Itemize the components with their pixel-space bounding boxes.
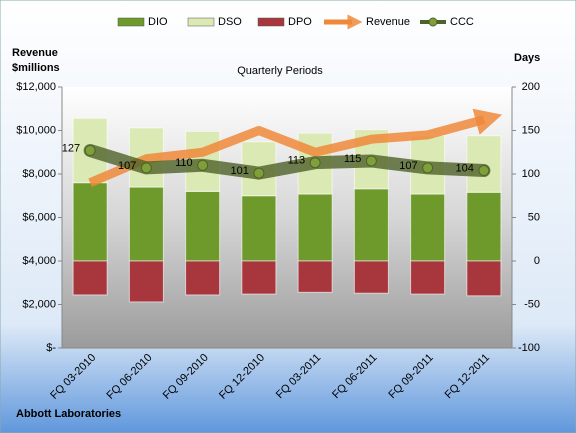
bar — [241, 195, 277, 262]
y2-tick-label: 50 — [528, 211, 540, 223]
legend-swatch — [187, 17, 215, 27]
y2-tick-label: 200 — [522, 81, 540, 93]
legend-label: DIO — [148, 16, 168, 28]
chart-title: Quarterly Periods — [237, 65, 323, 77]
ccc-point — [140, 162, 152, 174]
footer: Abbott Laboratories — [16, 408, 121, 420]
ccc-point — [84, 145, 96, 157]
bar — [466, 191, 502, 262]
bar — [185, 260, 221, 296]
bar — [410, 193, 446, 262]
bar — [241, 260, 277, 295]
bar — [297, 260, 333, 293]
y2-tick-label: -50 — [524, 298, 540, 310]
y2-tick-label: 100 — [522, 168, 540, 180]
legend-swatch — [257, 17, 285, 27]
y-tick-label: $10,000 — [16, 124, 56, 136]
ccc-point — [309, 157, 321, 169]
y-label: Revenue $millions — [12, 47, 60, 74]
bar — [410, 260, 446, 295]
data-label: 107 — [399, 160, 417, 172]
data-label: 101 — [231, 165, 249, 177]
y-tick-label: $- — [46, 342, 56, 354]
data-label: 110 — [175, 157, 193, 169]
legend-label: CCC — [450, 16, 474, 28]
y-tick-label: $2,000 — [22, 298, 56, 310]
ccc-point — [422, 162, 434, 174]
y2-label: Days — [514, 52, 540, 64]
bar — [353, 260, 389, 294]
bar — [72, 182, 108, 262]
y-tick-label: $12,000 — [16, 81, 56, 93]
y2-tick-label: 150 — [522, 124, 540, 136]
legend-swatch — [117, 17, 145, 27]
data-label: 104 — [456, 162, 474, 174]
bar — [185, 190, 221, 262]
legend-label: Revenue — [366, 16, 410, 28]
ccc-point — [253, 167, 265, 179]
legend-label: DSO — [218, 16, 242, 28]
ccc-line — [83, 144, 491, 180]
ccc-point — [365, 155, 377, 167]
ccc-point — [197, 159, 209, 171]
revenue-line — [88, 108, 503, 187]
legend-label: DPO — [288, 16, 312, 28]
bar — [297, 193, 333, 262]
bar — [466, 260, 502, 297]
data-label: 115 — [344, 153, 362, 165]
data-label: 127 — [62, 142, 80, 154]
legend-swatch — [428, 17, 438, 27]
data-label: 113 — [288, 155, 306, 167]
data-label: 107 — [118, 160, 136, 172]
y2-tick-label: -100 — [518, 342, 540, 354]
y-tick-label: $8,000 — [22, 168, 56, 180]
bar — [128, 186, 164, 262]
y-tick-label: $6,000 — [22, 211, 56, 223]
y-tick-label: $4,000 — [22, 255, 56, 267]
bar — [353, 188, 389, 262]
bar — [72, 260, 108, 296]
ccc-point — [478, 165, 490, 177]
y2-tick-label: 0 — [534, 255, 540, 267]
bar — [128, 260, 164, 303]
